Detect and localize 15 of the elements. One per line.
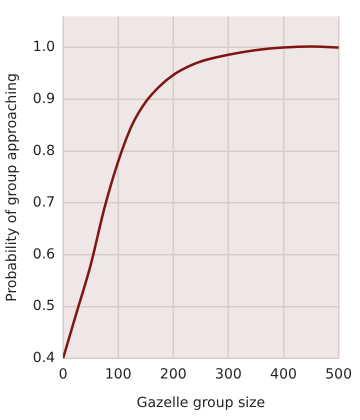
y-tick-label: 0.6 (32, 246, 56, 262)
x-tick-label: 400 (270, 366, 297, 382)
y-tick-label: 0.5 (32, 298, 56, 314)
x-tick-label: 0 (58, 366, 68, 382)
y-tick-label: 0.8 (32, 142, 56, 159)
x-tick-label: 200 (160, 366, 187, 382)
x-tick-label: 100 (104, 366, 132, 382)
x-tick-label: 500 (325, 366, 352, 382)
y-tick-label: 0.7 (32, 194, 56, 211)
y-tick-label: 1.0 (32, 39, 56, 56)
y-tick-label: 0.9 (32, 90, 56, 107)
x-axis-title: Gazelle group size (136, 395, 266, 412)
y-tick-label: 0.4 (32, 350, 56, 366)
x-tick-label: 300 (215, 366, 242, 382)
y-axis-title: Probability of group approaching (4, 73, 20, 302)
